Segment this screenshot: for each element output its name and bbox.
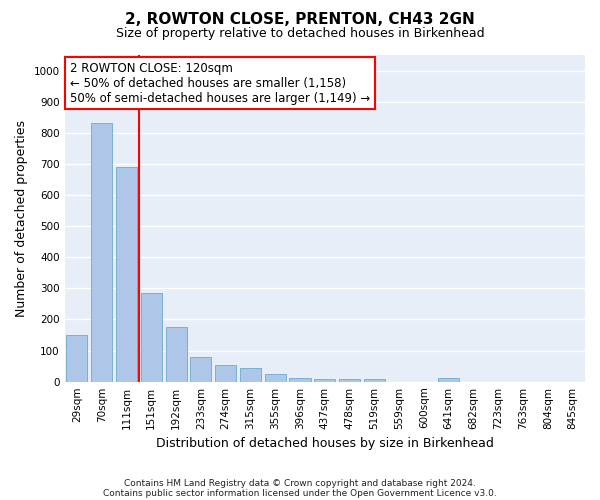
Text: Contains HM Land Registry data © Crown copyright and database right 2024.: Contains HM Land Registry data © Crown c… [124,478,476,488]
Bar [438,378,459,382]
Bar [166,327,187,382]
Text: Contains public sector information licensed under the Open Government Licence v3: Contains public sector information licen… [103,488,497,498]
Bar [289,378,311,382]
Text: Size of property relative to detached houses in Birkenhead: Size of property relative to detached ho… [116,28,484,40]
Bar [91,124,112,382]
Text: 2, ROWTON CLOSE, PRENTON, CH43 2GN: 2, ROWTON CLOSE, PRENTON, CH43 2GN [125,12,475,28]
Bar [67,335,88,382]
Bar [215,364,236,382]
Bar [240,368,261,382]
Text: 2 ROWTON CLOSE: 120sqm
← 50% of detached houses are smaller (1,158)
50% of semi-: 2 ROWTON CLOSE: 120sqm ← 50% of detached… [70,62,370,104]
Bar [314,378,335,382]
Bar [339,378,360,382]
Y-axis label: Number of detached properties: Number of detached properties [15,120,28,317]
Bar [265,374,286,382]
X-axis label: Distribution of detached houses by size in Birkenhead: Distribution of detached houses by size … [156,437,494,450]
Bar [190,357,211,382]
Bar [364,379,385,382]
Bar [141,293,162,382]
Bar [116,167,137,382]
